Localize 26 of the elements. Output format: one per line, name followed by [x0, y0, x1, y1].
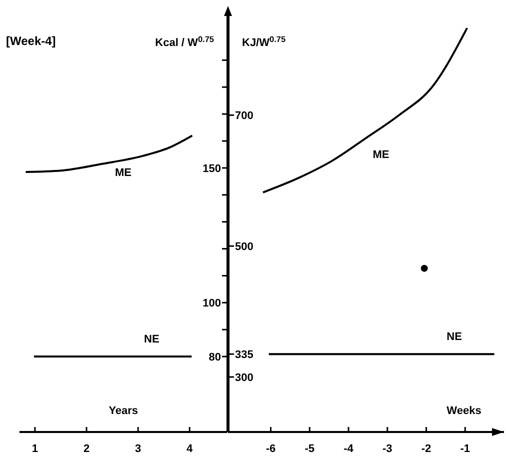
y-axis-title: KJ/W$^{0.75}$	[242, 34, 286, 49]
y-tick-label: 80	[208, 352, 221, 364]
series-label: ME	[372, 149, 390, 162]
series-label: NE	[446, 331, 462, 344]
x-tick-label: -6	[266, 443, 276, 455]
x-tick-label: 3	[135, 443, 142, 455]
x-tick-label: -1	[460, 443, 470, 455]
x-tick-label: -2	[421, 443, 432, 455]
y-tick-label: 150	[202, 162, 221, 175]
series-label: NE	[144, 334, 160, 346]
x-tick-label: -4	[344, 443, 354, 455]
x-tick-label: 4	[186, 443, 194, 455]
y-tick-label: 700	[235, 110, 254, 122]
series-label: ME	[114, 166, 132, 179]
x-tick-label: -5	[304, 443, 315, 455]
text: [Week-4]	[6, 34, 56, 48]
y-tick-label: 300	[235, 372, 254, 384]
x-axis-title: Years	[108, 405, 138, 417]
y-tick-label: 100	[202, 298, 221, 310]
x-tick-label: 2	[83, 443, 90, 455]
x-axis-title: Weeks	[446, 405, 482, 417]
y-axis-title: Kcal / W$^{0.75}$	[155, 34, 214, 49]
x-tick-label: -3	[382, 443, 392, 455]
y-tick-label: 500	[235, 241, 254, 254]
y-tick-label: 335	[235, 349, 254, 362]
x-tick-label: 1	[32, 443, 38, 455]
